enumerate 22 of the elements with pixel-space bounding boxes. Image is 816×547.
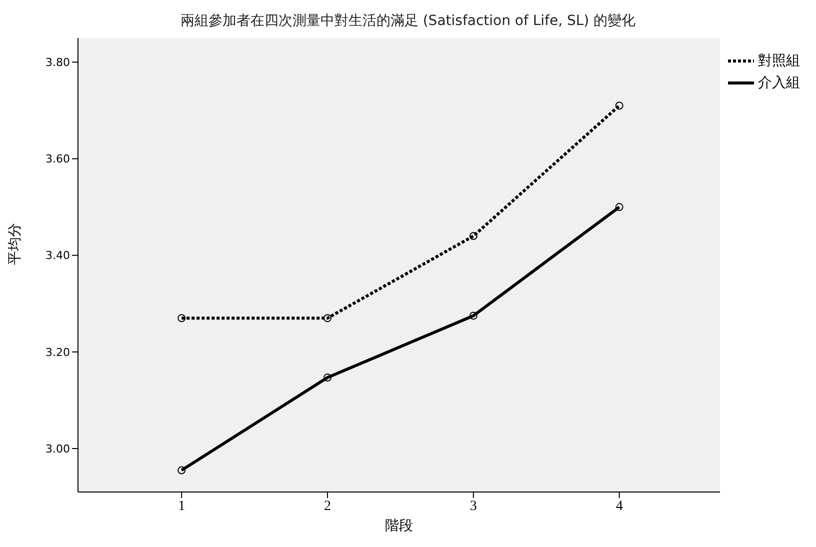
x-tick-label: 2 — [324, 498, 332, 514]
point — [469, 312, 478, 320]
point — [324, 374, 332, 382]
point — [615, 102, 624, 110]
point — [178, 314, 186, 322]
y-axis-title: 平均分 — [6, 223, 23, 265]
legend-label: 介入組 — [758, 74, 800, 92]
x-tick-label: 1 — [178, 498, 186, 514]
x-axis-title: 階段 — [385, 518, 413, 534]
point — [324, 314, 332, 322]
legend-label: 對照組 — [758, 52, 800, 70]
point — [178, 466, 186, 474]
y-tick-label: 3.40 — [46, 249, 70, 262]
chart-title: 兩組參加者在四次測量中對生活的滿足 (Satisfaction of Life, SL) 的變化 — [179, 12, 637, 30]
point — [469, 232, 478, 240]
x-tick-label: 3 — [470, 498, 477, 514]
point — [615, 203, 624, 212]
y-tick-label: 3.00 — [46, 442, 70, 456]
y-tick-label: 3.60 — [46, 152, 70, 166]
y-tick-label: 3.20 — [46, 346, 70, 359]
y-tick-label: 3.80 — [46, 56, 70, 70]
x-tick-label: 4 — [616, 498, 623, 514]
